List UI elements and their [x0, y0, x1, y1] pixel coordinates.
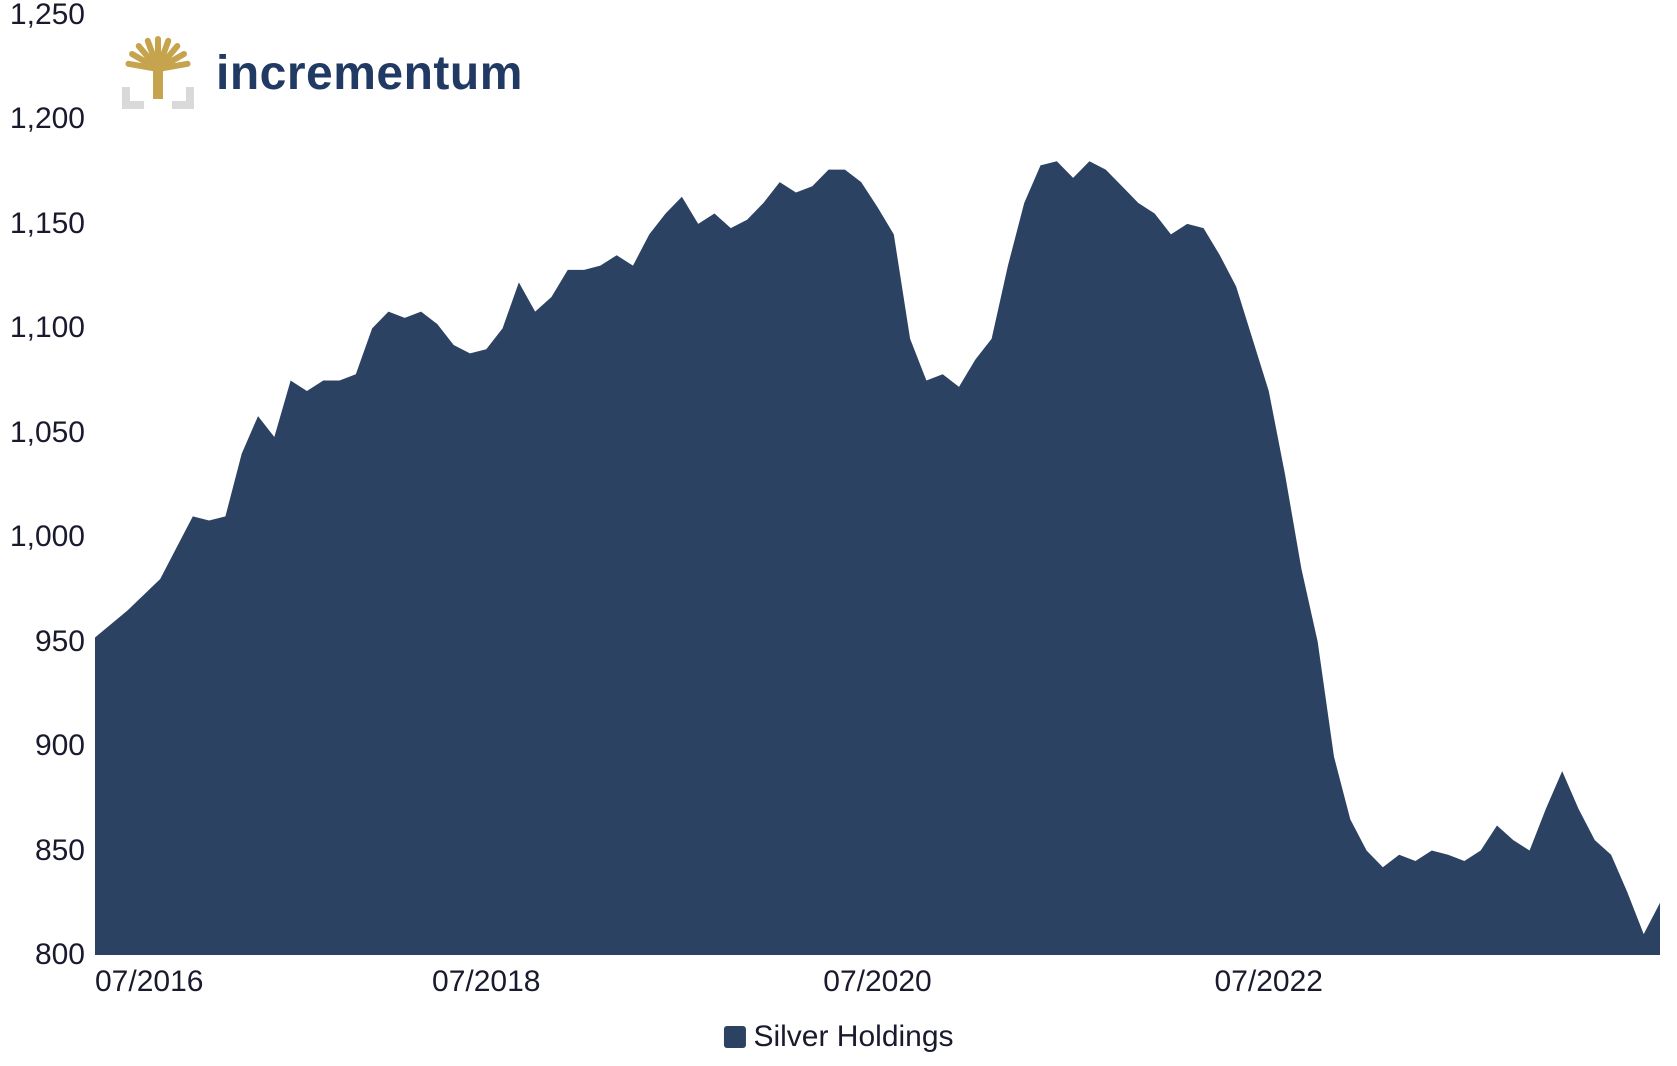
- brand-name: incrementum: [216, 46, 523, 101]
- x-tick-label: 07/2022: [1215, 965, 1323, 999]
- legend: Silver Holdings: [723, 1020, 953, 1054]
- x-tick-label: 07/2016: [95, 965, 203, 999]
- y-tick-label: 1,250: [10, 0, 85, 32]
- chart-container: incrementum 800 850 900 950 1,000 1,050 1,100 1…: [0, 0, 1677, 1066]
- legend-label: Silver Holdings: [753, 1020, 953, 1054]
- x-tick-label: 07/2020: [823, 965, 931, 999]
- y-tick-label: 1,200: [10, 102, 85, 136]
- y-tick-label: 1,000: [10, 520, 85, 554]
- legend-swatch: [723, 1026, 745, 1048]
- y-tick-label: 950: [35, 625, 85, 659]
- y-tick-label: 1,100: [10, 311, 85, 345]
- x-tick-label: 07/2018: [432, 965, 540, 999]
- y-tick-label: 850: [35, 834, 85, 868]
- y-tick-label: 800: [35, 938, 85, 972]
- y-tick-label: 1,050: [10, 416, 85, 450]
- plot-area: [95, 15, 1660, 955]
- y-tick-label: 900: [35, 729, 85, 763]
- brand-logo: incrementum: [120, 35, 523, 111]
- y-tick-label: 1,150: [10, 207, 85, 241]
- tree-icon: [120, 35, 196, 111]
